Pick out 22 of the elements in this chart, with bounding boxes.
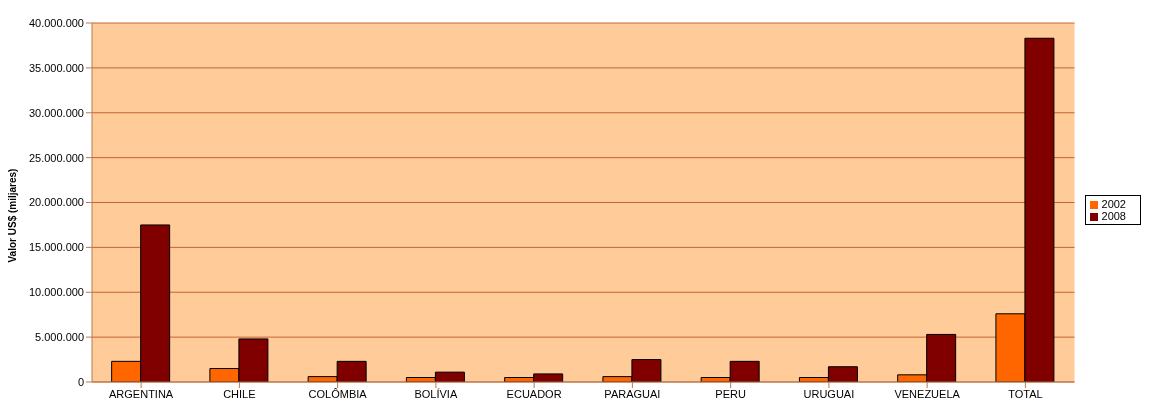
x-tick-label: CHILE — [223, 387, 256, 400]
y-tick-label: 0 — [77, 375, 84, 388]
y-tick-label: 20.000.000 — [28, 196, 84, 209]
y-tick-label: 15.000.000 — [28, 241, 84, 254]
x-tick-label: PERU — [715, 387, 746, 400]
y-axis-title: Valor US$ (miljares) — [6, 168, 18, 263]
legend-label: 2002 — [1101, 198, 1126, 210]
x-tick-label: VENEZUELA — [894, 387, 961, 400]
x-tick-label: PARAGUAI — [604, 387, 661, 400]
legend-label: 2008 — [1101, 210, 1126, 222]
x-tick-label: URUGUAI — [803, 387, 855, 400]
y-tick-label: 25.000.000 — [28, 151, 84, 164]
x-tick-label: COLÔMBIA — [308, 387, 368, 400]
y-tick-label: 30.000.000 — [28, 106, 84, 119]
x-tick-label: BOLÍVIA — [414, 387, 458, 400]
x-tick-label: ARGENTINA — [109, 387, 174, 400]
y-tick-label: 5.000.000 — [35, 331, 84, 344]
x-tick-label: TOTAL — [1008, 387, 1043, 400]
y-tick-label: 10.000.000 — [28, 286, 84, 299]
x-tick-label: ECUADOR — [506, 387, 562, 400]
y-tick-label: 40.000.000 — [28, 16, 84, 29]
y-tick-label: 35.000.000 — [28, 61, 84, 74]
